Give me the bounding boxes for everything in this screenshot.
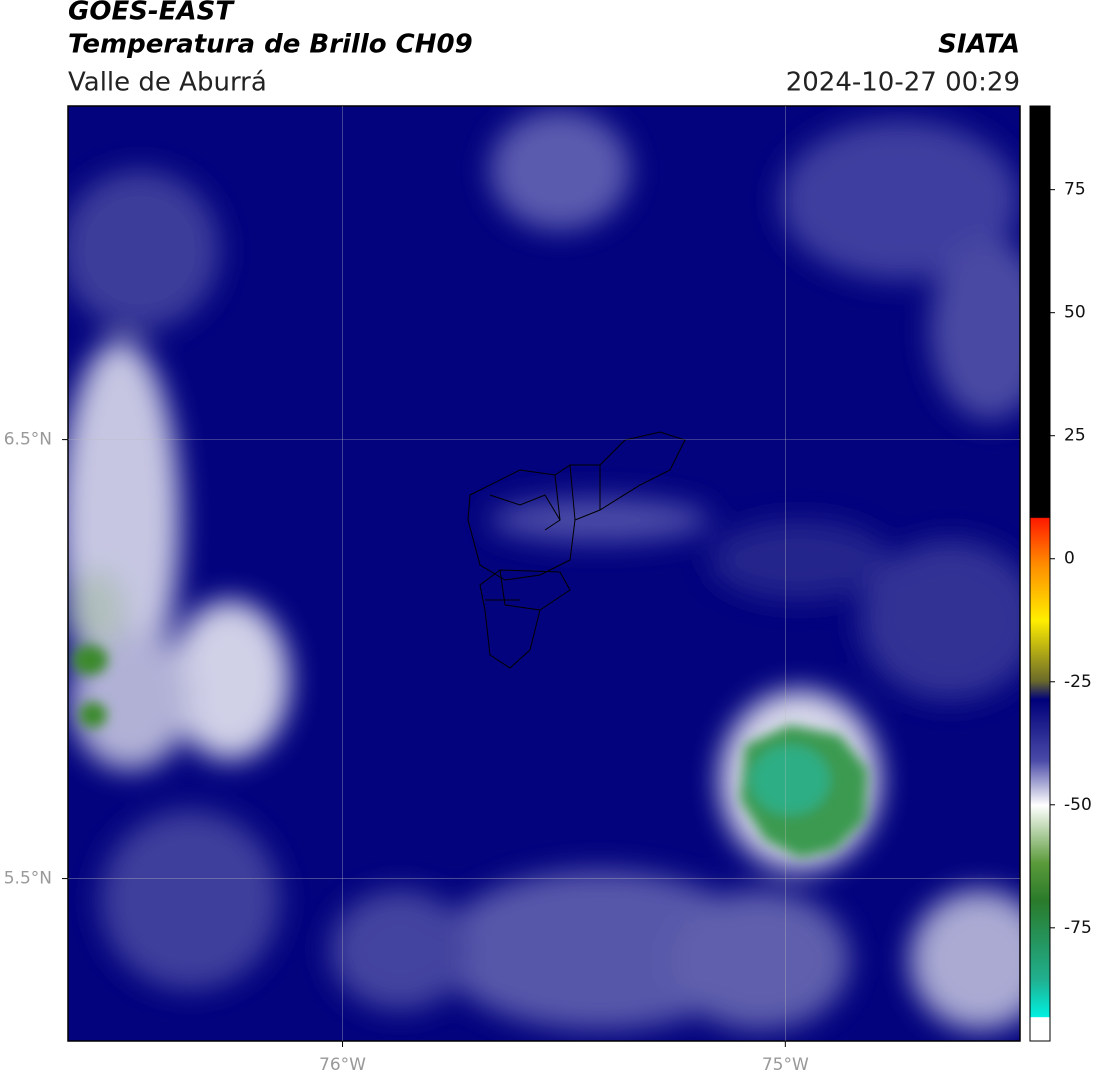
y-tick-label: 5.5°N bbox=[4, 869, 52, 889]
colorbar-tick-label: 50 bbox=[1064, 303, 1086, 323]
subtitle: Temperatura de Brillo CH09 bbox=[68, 30, 473, 60]
colorbar-tick-label: 0 bbox=[1064, 549, 1075, 569]
satellite-image bbox=[68, 106, 1020, 1041]
x-tick-label: 75°W bbox=[762, 1055, 809, 1075]
region: Valle de Aburrá bbox=[68, 68, 267, 98]
colorbar-tick-label: -50 bbox=[1064, 795, 1092, 815]
datetime: 2024-10-27 00:29 bbox=[786, 68, 1020, 98]
y-tick-label: 6.5°N bbox=[4, 430, 52, 450]
graticule: 76°W 75°W 6.5°N 5.5°N bbox=[4, 106, 1020, 1075]
map-frame bbox=[67, 105, 1021, 1042]
source: SIATA bbox=[938, 30, 1020, 60]
colorbar-ticks: 75 50 25 0 -25 -50 -75 bbox=[1050, 180, 1092, 938]
colorbar-tick-label: 75 bbox=[1064, 180, 1086, 200]
title: GOES-EAST bbox=[68, 0, 235, 27]
x-tick-label: 76°W bbox=[319, 1055, 366, 1075]
colorbar-tick-label: -75 bbox=[1064, 918, 1092, 938]
colorbar-tick-label: 25 bbox=[1064, 426, 1086, 446]
boundaries bbox=[467, 431, 686, 669]
colorbar-tick-label: -25 bbox=[1064, 672, 1092, 692]
colorbar bbox=[1029, 105, 1051, 1042]
